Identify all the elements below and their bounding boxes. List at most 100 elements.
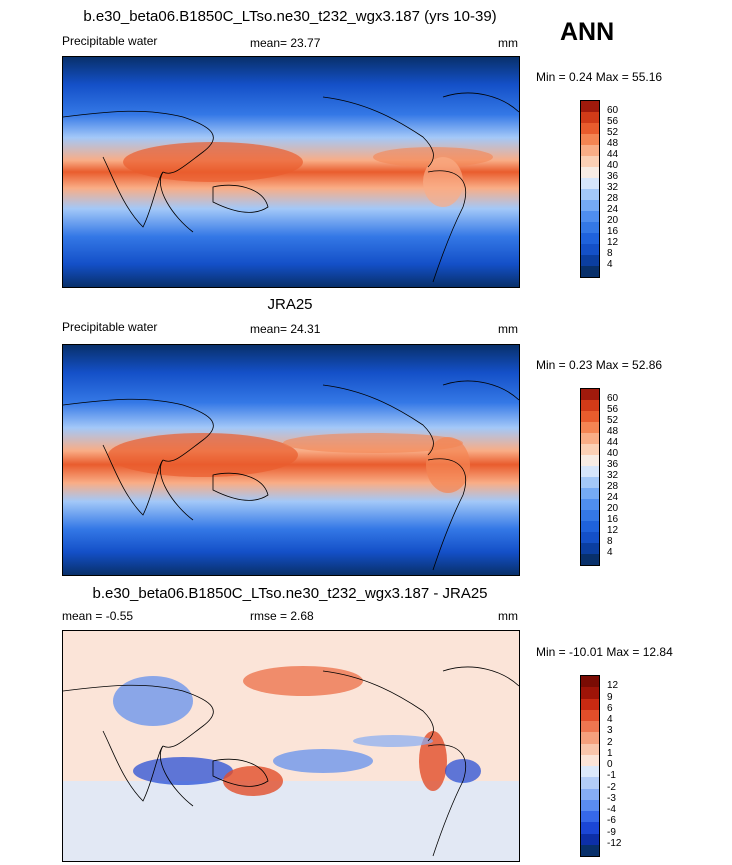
colorbar-swatch [581, 811, 599, 823]
colorbar-swatch [581, 477, 599, 488]
colorbar-tick-label: 4 [607, 547, 613, 558]
colorbar-tick-label: 16 [607, 514, 619, 525]
colorbar-tick-label: 56 [607, 404, 619, 415]
colorbar-tick-label: 12 [607, 237, 619, 248]
colorbar-swatch [581, 766, 599, 778]
colorbar-swatch [581, 488, 599, 499]
colorbar-swatch [581, 466, 599, 477]
colorbar-swatch [581, 499, 599, 510]
colorbar-tick-label: 40 [607, 160, 619, 171]
colorbar-swatch [581, 266, 599, 277]
colorbar-tick-label: 52 [607, 127, 619, 138]
colorbar-tick-label: 60 [607, 105, 619, 116]
colorbar-tick-label: 4 [607, 714, 613, 725]
colorbar-tick-label: 8 [607, 248, 613, 259]
panel-minmax: Min = 0.24 Max = 55.16 [536, 70, 663, 84]
colorbar-tick-label: -6 [607, 815, 616, 827]
colorbar-tick-label: 28 [607, 193, 619, 204]
colorbar-tick-label: 52 [607, 415, 619, 426]
colorbar-swatch [581, 178, 599, 189]
colorbar-swatch [581, 709, 599, 721]
panel-left-label: Precipitable water [62, 34, 158, 48]
colorbar-tick-label: 36 [607, 459, 619, 470]
colorbar-swatch [581, 676, 599, 688]
colorbar-tick-label: 32 [607, 182, 619, 193]
colorbar-swatch [581, 822, 599, 834]
colorbar-swatch [581, 200, 599, 211]
colorbar-swatch [581, 211, 599, 222]
colorbar-tick-label: 8 [607, 536, 613, 547]
colorbar-swatch [581, 698, 599, 710]
colorbar-tick-label: 9 [607, 691, 613, 703]
colorbar-tick-label: 12 [607, 680, 619, 692]
colorbar-tick-label: 40 [607, 448, 619, 459]
panel-title: b.e30_beta06.B1850C_LTso.ne30_t232_wgx3.… [83, 8, 497, 25]
coastlines [63, 380, 519, 571]
panel-minmax: Min = -10.01 Max = 12.84 [536, 645, 673, 659]
colorbar-swatch [581, 687, 599, 699]
colorbar-reference [580, 388, 600, 566]
colorbar-swatch [581, 554, 599, 565]
colorbar-swatch [581, 233, 599, 244]
colorbar-swatch [581, 433, 599, 444]
colorbar-swatch [581, 833, 599, 845]
colorbar-tick-label: 2 [607, 736, 613, 748]
colorbar-swatch [581, 112, 599, 123]
colorbar-tick-label: 4 [607, 259, 613, 270]
colorbar-tick-label: 32 [607, 470, 619, 481]
colorbar-swatch [581, 721, 599, 733]
colorbar-tick-label: 48 [607, 426, 619, 437]
colorbar-swatch [581, 244, 599, 255]
map-difference [62, 630, 520, 862]
colorbar-swatch [581, 400, 599, 411]
colorbar-swatch [581, 444, 599, 455]
colorbar-tick-label: 6 [607, 702, 613, 714]
colorbar-swatch [581, 521, 599, 532]
colorbar-tick-label: 56 [607, 116, 619, 127]
colorbar-difference [580, 675, 600, 857]
coastlines [63, 666, 519, 857]
colorbar-swatch [581, 145, 599, 156]
colorbar-swatch [581, 754, 599, 766]
colorbar-tick-label: -9 [607, 826, 616, 838]
map-field-svg [63, 57, 519, 287]
colorbar-swatch [581, 532, 599, 543]
colorbar-swatch [581, 222, 599, 233]
panel-left-label: Precipitable water [62, 320, 158, 334]
map-diff-svg [63, 631, 519, 861]
map-reference [62, 344, 520, 576]
colorbar-tick-label: 44 [607, 437, 619, 448]
colorbar-swatch [581, 156, 599, 167]
coastlines [63, 92, 519, 283]
map-field-svg [63, 345, 519, 575]
colorbar-tick-label: -3 [607, 792, 616, 804]
map-model [62, 56, 520, 288]
colorbar-tick-label: 0 [607, 759, 613, 770]
colorbar-swatch [581, 455, 599, 466]
colorbar-tick-label: 20 [607, 503, 619, 514]
colorbar-tick-label: 20 [607, 215, 619, 226]
colorbar-swatch [581, 167, 599, 178]
colorbar-swatch [581, 743, 599, 755]
panel-units: mm [498, 609, 518, 623]
colorbar-swatch [581, 732, 599, 744]
season-label: ANN [560, 18, 615, 46]
colorbar-tick-label: 28 [607, 481, 619, 492]
colorbar-tick-label: 24 [607, 492, 619, 503]
colorbar-tick-label: 3 [607, 725, 613, 737]
colorbar-swatch [581, 799, 599, 811]
colorbar-swatch [581, 777, 599, 789]
colorbar-swatch [581, 788, 599, 800]
colorbar-tick-label: 60 [607, 393, 619, 404]
colorbar-tick-label: 12 [607, 525, 619, 536]
colorbar-model [580, 100, 600, 278]
colorbar-tick-label: 1 [607, 747, 613, 759]
colorbar-tick-label: -12 [607, 837, 622, 849]
colorbar-swatch [581, 543, 599, 554]
colorbar-tick-label: -1 [607, 770, 616, 782]
colorbar-tick-label: 16 [607, 226, 619, 237]
panel-title: b.e30_beta06.B1850C_LTso.ne30_t232_wgx3.… [92, 585, 488, 602]
colorbar-swatch [581, 422, 599, 433]
colorbar-swatch [581, 189, 599, 200]
colorbar-swatch [581, 101, 599, 112]
